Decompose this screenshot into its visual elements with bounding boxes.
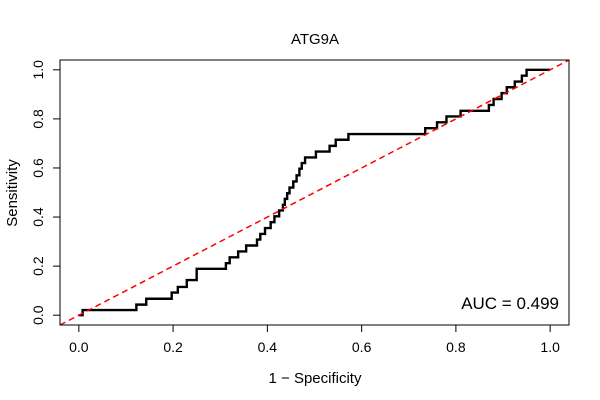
x-axis-label: 1 − Specificity: [269, 370, 362, 387]
chart-title: ATG9A: [291, 31, 339, 48]
x-tick-label: 0.4: [258, 339, 278, 355]
y-tick-label: 0.2: [30, 256, 46, 276]
y-axis-label: Sensitivity: [4, 159, 21, 227]
y-tick-label: 0.0: [30, 305, 46, 325]
reference-diagonal-line: [59, 59, 570, 326]
x-tick-label: 0.8: [446, 339, 466, 355]
x-tick-label: 1.0: [540, 339, 560, 355]
x-tick-label: 0.6: [352, 339, 372, 355]
x-tick-label: 0.0: [69, 339, 89, 355]
series-layer: [59, 59, 570, 326]
plot-frame: [59, 59, 570, 326]
y-tick-label: 0.6: [30, 158, 46, 178]
roc-curve-line: [78, 68, 551, 317]
y-tick-label: 0.8: [30, 109, 46, 129]
y-tick-label: 1.0: [30, 60, 46, 80]
auc-annotation: AUC = 0.499: [461, 294, 559, 313]
y-tick-label: 0.4: [30, 207, 46, 227]
x-tick-label: 0.2: [163, 339, 183, 355]
